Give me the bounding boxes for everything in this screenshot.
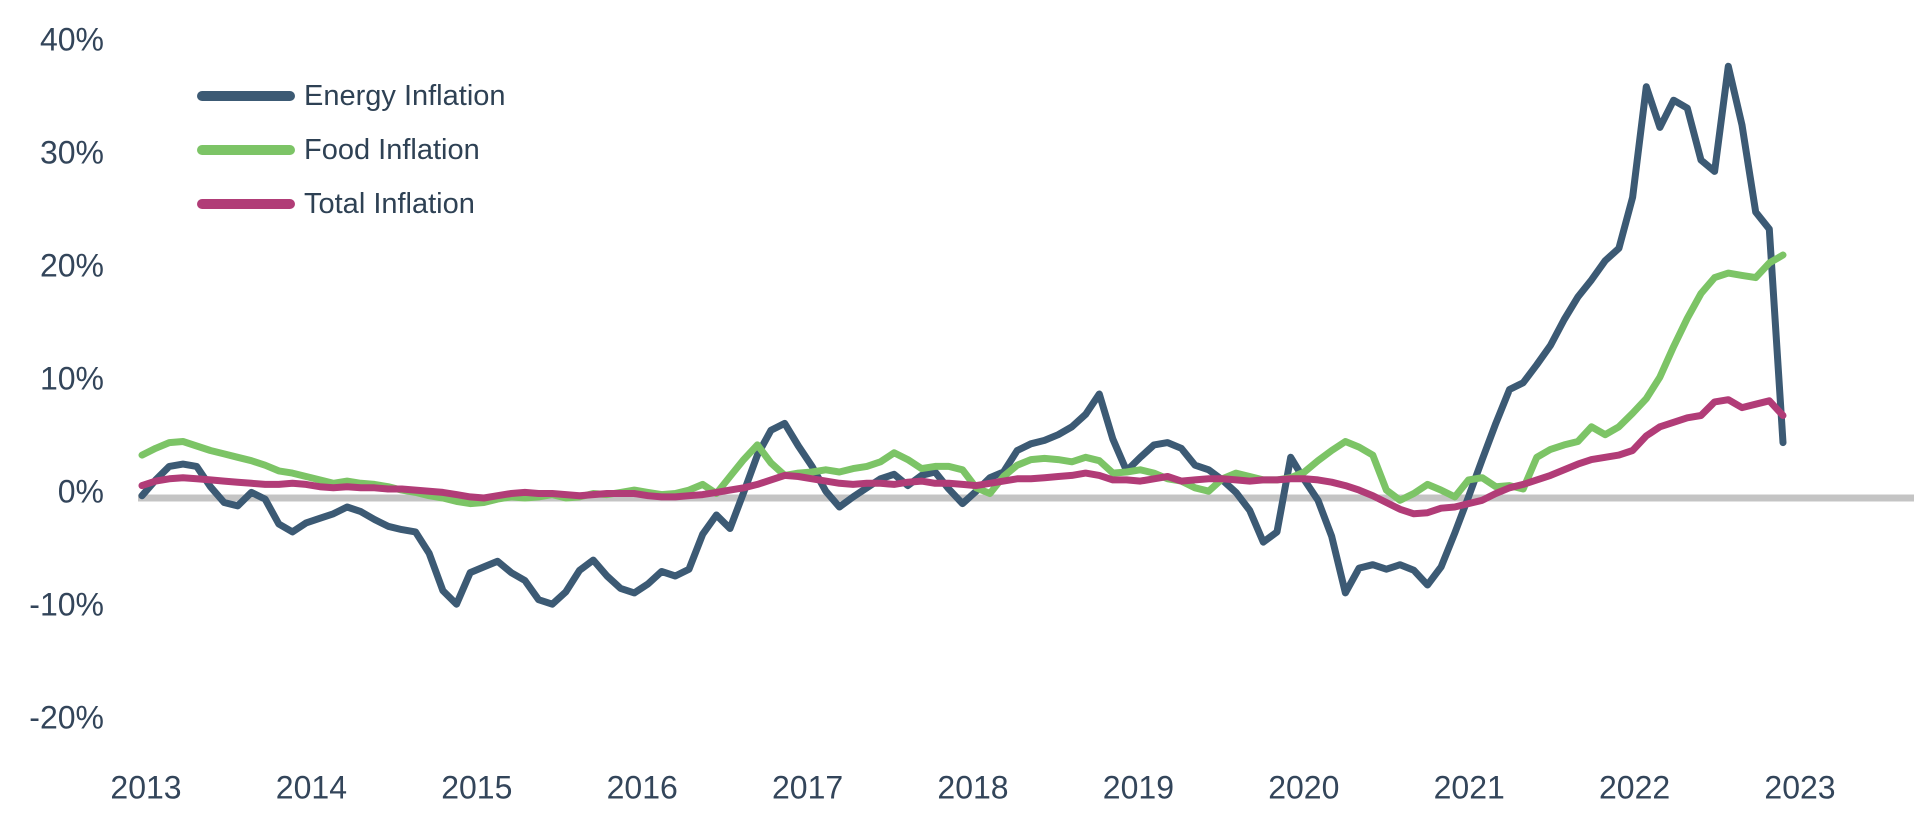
legend: Energy Inflation Food Inflation Total In… (197, 69, 506, 231)
legend-item-energy: Energy Inflation (197, 69, 506, 123)
x-tick-label: 2014 (275, 769, 347, 806)
legend-item-food: Food Inflation (197, 123, 506, 177)
y-tick-label: 40% (39, 21, 104, 58)
x-tick-label: 2020 (1268, 769, 1340, 806)
y-tick-label: 20% (39, 247, 104, 284)
x-tick-label: 2015 (441, 769, 513, 806)
x-tick-label: 2013 (110, 769, 182, 806)
x-tick-label: 2021 (1433, 769, 1505, 806)
x-tick-label: 2017 (772, 769, 844, 806)
x-tick-label: 2018 (937, 769, 1009, 806)
total-inflation-line (138, 396, 1787, 518)
x-tick-label: 2016 (606, 769, 678, 806)
y-tick-label: 30% (39, 134, 104, 171)
x-tick-label: 2023 (1764, 769, 1836, 806)
y-tick-label: 10% (39, 360, 104, 397)
energy-line-swatch-icon (197, 91, 295, 101)
total-line-swatch-icon (197, 199, 295, 209)
y-tick-label: -20% (29, 699, 104, 736)
y-tick-label: 0% (57, 473, 104, 510)
y-tick-label: -10% (29, 586, 104, 623)
x-tick-label: 2019 (1102, 769, 1174, 806)
energy-inflation-line (138, 62, 1787, 608)
legend-label-food: Food Inflation (304, 134, 480, 166)
legend-label-total: Total Inflation (304, 188, 475, 220)
x-tick-label: 2022 (1599, 769, 1671, 806)
food-inflation-line (138, 251, 1787, 508)
food-line-swatch-icon (197, 145, 295, 155)
legend-item-total: Total Inflation (197, 177, 506, 231)
legend-label-energy: Energy Inflation (304, 80, 506, 112)
